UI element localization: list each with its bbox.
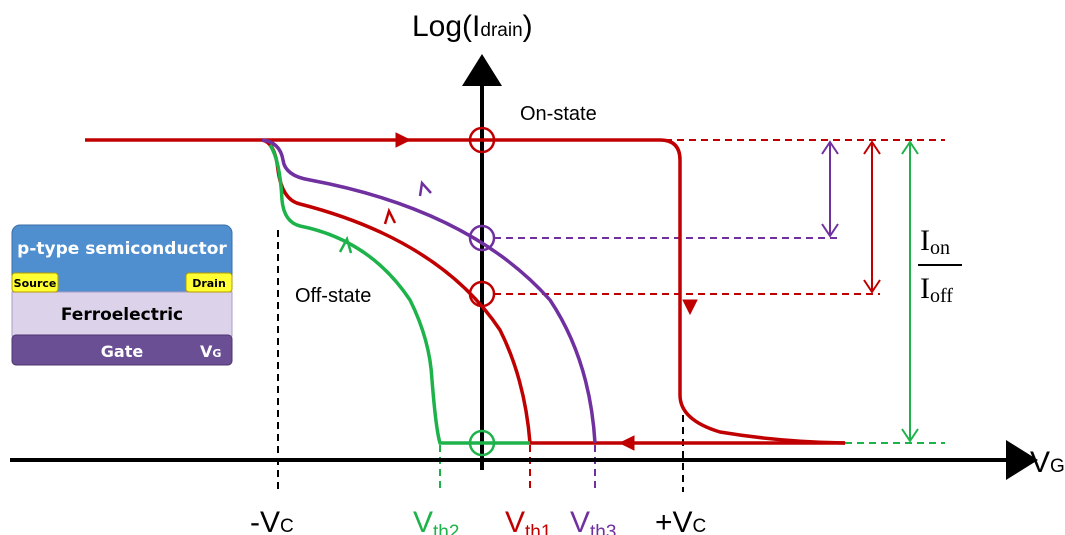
- text-part: -V: [250, 506, 280, 535]
- text-part: on: [930, 237, 950, 259]
- guides: [277, 139, 945, 492]
- semiconductor-label: p-type semiconductor: [17, 239, 227, 259]
- red-arrow: [863, 140, 881, 294]
- text-part: V: [413, 506, 433, 535]
- text-part: th2: [433, 522, 459, 535]
- direction-arrow: [338, 235, 353, 254]
- text-part: V: [505, 506, 525, 535]
- direction-arrows: [395, 132, 698, 316]
- marker: [468, 224, 496, 252]
- text-part: ): [523, 10, 533, 43]
- off-state-label: Off-state: [295, 285, 371, 307]
- purple-arrow: [821, 140, 839, 238]
- text-part: drain: [480, 20, 522, 41]
- source-label: Source: [14, 277, 57, 290]
- text-part: V: [1030, 446, 1050, 479]
- ratio-numerator: Ion: [920, 224, 950, 259]
- gate-voltage-label: VG: [200, 342, 221, 361]
- source-contact: [11, 272, 59, 293]
- ratio-arrows: [821, 140, 919, 443]
- text-part: I: [920, 224, 930, 257]
- text-part: th3: [590, 522, 616, 535]
- curves: [85, 132, 846, 451]
- marker-label: -VC: [250, 506, 294, 535]
- device: p-type semiconductor Source Drain Ferroe…: [11, 224, 233, 366]
- green-arrow: [901, 140, 919, 443]
- drain-label: Drain: [192, 277, 226, 290]
- marker: [468, 280, 496, 308]
- text-part: V: [570, 506, 590, 535]
- text-part: V: [200, 342, 213, 361]
- text-part: Log(I: [412, 10, 480, 43]
- text-part: th1: [525, 522, 551, 535]
- gate-layer: [11, 334, 233, 366]
- marker-label: Vth1: [505, 506, 551, 535]
- markers: [468, 126, 496, 457]
- text-part: C: [693, 516, 707, 535]
- x-axis-label: VG: [1030, 446, 1065, 479]
- text-part: C: [280, 516, 294, 535]
- on-curve: [85, 138, 846, 445]
- marker-label: Vth3: [570, 506, 616, 535]
- ratio-denominator: Ioff: [920, 272, 953, 307]
- gate-label: Gate: [101, 342, 144, 361]
- ferroelectric-layer: [11, 291, 233, 337]
- ferroelectric-label: Ferroelectric: [61, 305, 183, 325]
- text-part: off: [930, 285, 953, 307]
- text-part: G: [212, 347, 221, 360]
- text-part: I: [920, 272, 930, 305]
- marker: [468, 429, 496, 457]
- direction-arrow: [383, 207, 397, 225]
- th2-curve: [268, 144, 530, 445]
- direction-arrow: [618, 435, 635, 451]
- text-part: G: [1050, 456, 1065, 477]
- marker-label: +VC: [655, 506, 706, 535]
- th3-curve: [261, 138, 597, 444]
- drain-contact: [185, 272, 233, 293]
- y-axis-label: Log(Idrain): [412, 10, 533, 43]
- ratio-label: Ion Ioff: [918, 224, 962, 307]
- on-state-label: On-state: [520, 103, 597, 125]
- text-part: +V: [655, 506, 693, 535]
- marker-label: Vth2: [413, 506, 459, 535]
- direction-arrow: [418, 180, 432, 197]
- marker: [468, 126, 496, 154]
